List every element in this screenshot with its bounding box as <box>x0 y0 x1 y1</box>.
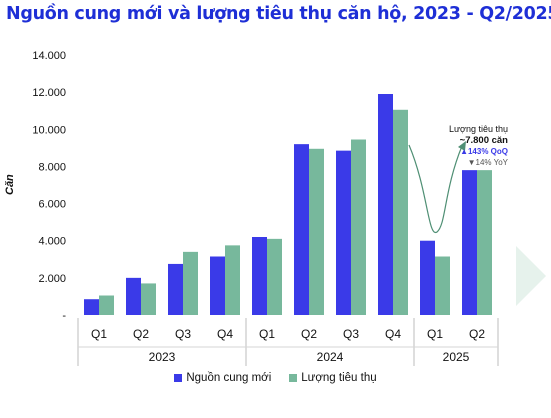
legend-swatch-supply <box>174 374 183 382</box>
x-group-label: 2024 <box>317 350 344 364</box>
x-tick-label: Q4 <box>385 327 401 341</box>
bar-absorption <box>183 251 198 315</box>
legend: Nguồn cung mới Lượng tiêu thụ <box>0 372 551 384</box>
bar-absorption <box>393 109 408 316</box>
bars <box>84 94 492 316</box>
x-tick-label: Q3 <box>343 327 359 341</box>
y-tick-label: 14.000 <box>32 50 66 62</box>
y-tick-label: 2.000 <box>38 273 66 285</box>
x-tick-label: Q2 <box>301 327 317 341</box>
y-tick-label: 10.000 <box>32 124 66 136</box>
x-tick-label: Q4 <box>217 327 233 341</box>
annotation-box: Lượng tiêu thụ ~7.800 căn ▲143% QoQ ▼14%… <box>430 124 508 168</box>
y-tick-label: 8.000 <box>38 161 66 173</box>
x-tick-label: Q3 <box>175 327 191 341</box>
y-tick-label: 6.000 <box>38 199 66 211</box>
annotation-title: Lượng tiêu thụ <box>449 124 508 134</box>
bar-supply <box>168 263 183 315</box>
annotation-value: ~7.800 căn <box>459 135 508 146</box>
legend-item-supply: Nguồn cung mới <box>174 372 271 384</box>
bar-supply <box>336 150 351 315</box>
annotation-qoq: ▲143% QoQ <box>460 147 508 156</box>
next-slide-arrow-icon[interactable] <box>516 246 546 306</box>
bar-supply <box>378 94 393 315</box>
y-tick-label: - <box>62 310 66 322</box>
x-tick-label: Q1 <box>259 327 275 341</box>
trend-arrowhead-icon <box>458 141 466 151</box>
legend-swatch-absorption <box>289 374 298 382</box>
legend-item-absorption: Lượng tiêu thụ <box>289 372 377 384</box>
bar-supply <box>210 256 225 315</box>
chart-title: Nguồn cung mới và lượng tiêu thụ căn hộ,… <box>6 4 551 24</box>
legend-label-absorption: Lượng tiêu thụ <box>301 372 377 384</box>
bar-absorption <box>309 148 324 315</box>
bar-supply <box>294 144 309 315</box>
x-group-label: 2023 <box>149 350 176 364</box>
bar-supply <box>126 277 141 315</box>
bar-supply <box>84 299 99 315</box>
bar-supply <box>252 237 267 315</box>
bar-supply <box>420 240 435 315</box>
y-tick-label: 12.000 <box>32 87 66 99</box>
bar-supply <box>462 170 477 315</box>
x-tick-label: Q1 <box>91 327 107 341</box>
x-tick-label: Q2 <box>133 327 149 341</box>
bar-absorption <box>477 170 492 315</box>
y-tick-label: 4.000 <box>38 236 66 248</box>
x-tick-label: Q2 <box>469 327 485 341</box>
trend-arrow-icon <box>408 144 463 233</box>
x-group-label: 2025 <box>443 350 470 364</box>
legend-label-supply: Nguồn cung mới <box>186 372 272 384</box>
bar-absorption <box>435 256 450 315</box>
bar-absorption <box>141 283 156 315</box>
bar-absorption <box>351 139 366 315</box>
annotation-yoy: ▼14% YoY <box>467 158 508 167</box>
bar-absorption <box>225 245 240 315</box>
bar-absorption <box>99 295 114 315</box>
bar-absorption <box>267 238 282 315</box>
x-tick-label: Q1 <box>427 327 443 341</box>
y-axis-ticks: - 2.000 4.000 6.000 8.000 10.000 12.000 14.000 <box>32 50 66 322</box>
